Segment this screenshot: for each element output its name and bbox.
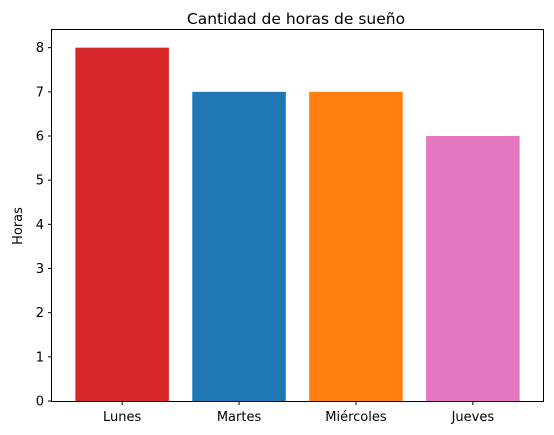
y-axis-ticks: 0 1 2 3 4 5 6 7 8: [36, 41, 52, 410]
x-tick-label: Miércoles: [325, 410, 387, 425]
x-tick-label: Jueves: [451, 410, 495, 425]
x-tick-label: Martes: [217, 410, 262, 425]
y-tick-label: 4: [36, 218, 44, 233]
x-tick-label: Lunes: [103, 410, 141, 425]
y-tick-label: 6: [36, 130, 44, 145]
x-axis-ticks: Lunes Martes Miércoles Jueves: [103, 401, 494, 425]
y-axis-label: Horas: [11, 207, 26, 245]
y-tick-label: 1: [36, 350, 44, 365]
bars-group: [75, 47, 520, 402]
bar-miércoles: [309, 91, 403, 401]
bar-lunes: [75, 47, 169, 402]
y-tick-label: 7: [36, 85, 44, 100]
bar-martes: [192, 91, 286, 401]
bar-jueves: [426, 136, 520, 401]
y-tick-label: 3: [36, 262, 44, 277]
y-tick-label: 0: [36, 395, 44, 410]
chart-title: Cantidad de horas de sueño: [187, 10, 405, 28]
y-tick-label: 8: [36, 41, 44, 56]
y-tick-label: 5: [36, 174, 44, 189]
y-tick-label: 2: [36, 306, 44, 321]
plot-frame: [51, 29, 544, 402]
